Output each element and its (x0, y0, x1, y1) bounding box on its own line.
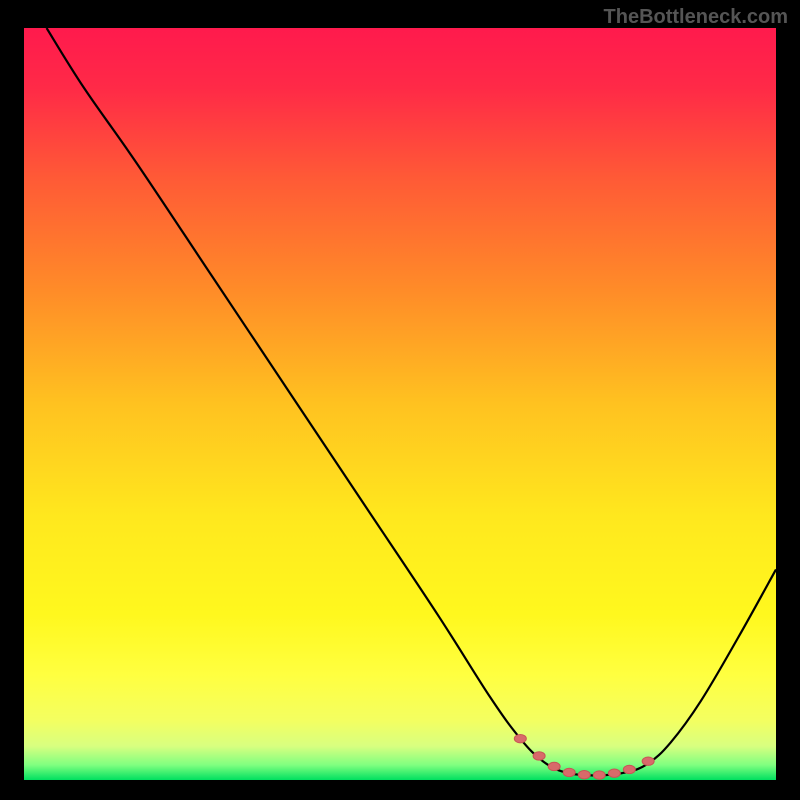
plot-area (24, 28, 776, 780)
marker-dot (642, 757, 654, 765)
chart-container: TheBottleneck.com (0, 0, 800, 800)
marker-dot (548, 762, 560, 770)
marker-dot (533, 752, 545, 760)
marker-dot (623, 765, 635, 773)
marker-dot (514, 734, 526, 742)
gradient-background (24, 28, 776, 780)
attribution-text: TheBottleneck.com (604, 6, 788, 29)
marker-dot (608, 769, 620, 777)
marker-dot (593, 771, 605, 779)
marker-dot (563, 768, 575, 776)
chart-svg (24, 28, 776, 780)
marker-dot (578, 771, 590, 779)
